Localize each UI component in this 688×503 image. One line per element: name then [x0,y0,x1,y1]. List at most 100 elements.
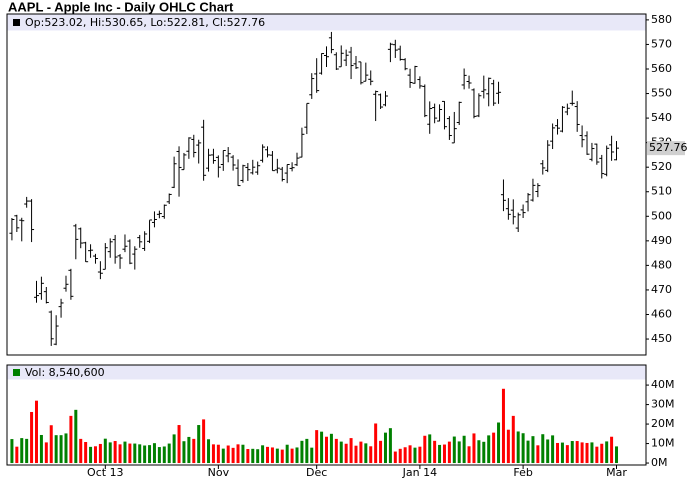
volume-bar [320,431,324,464]
volume-bar [89,446,93,464]
volume-bar [187,436,191,464]
y-tick-label: 490 [651,234,672,247]
volume-bar [516,431,520,464]
volume-bar [526,440,530,464]
volume-bar [93,446,97,464]
volume-bar [403,447,407,464]
volume-bar [462,435,466,464]
volume-bar [364,443,368,464]
volume-bar [398,448,402,464]
volume-bar [54,435,58,464]
volume-bar [482,441,486,464]
volume-legend-swatch [13,369,20,376]
volume-bar [192,438,196,464]
volume-bar [615,446,619,464]
volume-bar [34,400,38,464]
volume-bar [25,438,29,464]
volume-bar [339,441,343,464]
volume-bar [20,438,24,464]
volume-bar [531,436,535,464]
y-tick-label: 540 [651,111,672,124]
volume-bar [452,436,456,464]
y-tick-label: 520 [651,160,672,173]
price-legend-swatch [13,19,20,26]
price-panel [6,13,647,356]
volume-bar [575,441,579,464]
y-tick-label: 550 [651,87,672,100]
volume-bar [472,433,476,464]
price-legend: Op:523.02, Hi:530.65, Lo:522.81, Cl:527.… [25,16,265,29]
volume-legend: Vol: 8,540,600 [25,366,105,379]
volume-bar [383,432,387,464]
x-tick-label: Mar [606,466,627,479]
volume-bar [74,409,78,464]
volume-bar [467,446,471,464]
chart-title: AAPL - Apple Inc - Daily OHLC Chart [8,0,234,14]
volume-bar [570,441,574,464]
volume-bar [64,433,68,464]
volume-bar [610,436,614,464]
volume-bar [10,439,14,464]
volume-bar [408,445,412,464]
volume-bar [477,440,481,464]
volume-bar [113,441,117,464]
volume-bar [501,388,505,464]
volume-bar [39,434,43,464]
x-tick-label: Oct 13 [87,466,124,479]
volume-bar [521,433,525,464]
y-tick-label: 500 [651,209,672,222]
volume-bar [98,443,102,464]
volume-bar [393,451,397,464]
volume-bar [148,445,152,464]
volume-bar [202,419,206,464]
y-tick-label: 450 [651,332,672,345]
volume-bar [580,442,584,464]
volume-bar [315,430,319,464]
volume-bar [433,440,437,464]
y-tick-label: 480 [651,258,672,271]
volume-bar [305,438,309,464]
volume-bar [49,425,53,464]
volume-bar [511,415,515,464]
volume-bar [108,442,112,464]
volume-bar [59,435,63,464]
volume-bar [246,449,250,464]
volume-bar [172,434,176,464]
volume-bar [285,444,289,464]
volume-bar [231,447,235,464]
x-tick-label: Feb [513,466,532,479]
volume-bar [157,447,161,464]
volume-bar [428,434,432,464]
volume-bar [560,442,564,464]
volume-bar [388,428,392,464]
volume-bar [241,444,245,464]
volume-bar [216,444,220,464]
volume-bar [103,438,107,464]
volume-bar [251,448,255,464]
volume-bar [310,447,314,464]
volume-bar [536,445,540,464]
volume-bar [354,445,358,464]
volume-bar [138,444,142,464]
price-legend-strip [7,14,646,31]
volume-bar [590,442,594,464]
volume-bar [605,441,609,464]
volume-bar [457,441,461,464]
y-tick-label: 10M [651,437,675,450]
volume-bar [447,441,451,464]
y-tick-label: 510 [651,185,672,198]
volume-bar [349,438,353,464]
y-tick-label: 0M [651,456,668,469]
volume-bar [128,443,132,464]
volume-bar [133,443,137,464]
volume-bar [177,425,181,464]
last-price-box [647,141,685,156]
volume-bar [334,438,338,464]
y-tick-label: 570 [651,37,672,50]
x-tick-label: Nov [208,466,230,479]
volume-bar [162,446,166,464]
volume-bar [152,443,156,464]
volume-bar [221,448,225,464]
y-tick-label: 40M [651,378,675,391]
